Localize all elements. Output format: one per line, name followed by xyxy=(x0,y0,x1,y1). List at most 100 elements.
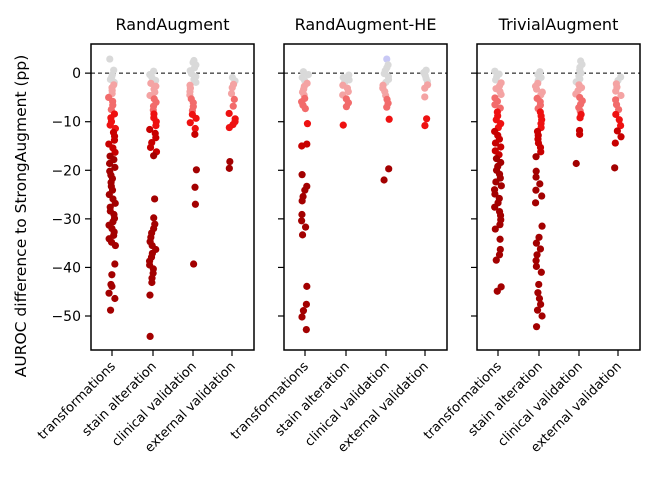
data-point xyxy=(497,90,505,99)
data-point xyxy=(572,159,580,168)
data-point xyxy=(191,200,200,208)
data-point xyxy=(535,280,543,289)
data-point xyxy=(228,84,236,92)
data-point xyxy=(532,85,541,93)
data-point xyxy=(492,178,500,186)
data-point xyxy=(301,186,309,194)
y-tick-label: 0 xyxy=(72,66,81,82)
series-transformations xyxy=(105,55,120,314)
data-point xyxy=(492,256,500,264)
data-point xyxy=(535,294,544,303)
series-clinical-validation xyxy=(572,57,586,168)
data-point xyxy=(491,190,499,198)
data-point xyxy=(616,122,625,130)
data-point xyxy=(230,95,238,103)
data-point xyxy=(613,127,621,135)
data-point xyxy=(531,199,540,207)
data-point xyxy=(612,110,620,119)
data-point xyxy=(421,122,429,130)
data-point xyxy=(538,312,546,320)
data-point xyxy=(106,121,114,129)
data-point xyxy=(534,289,542,297)
data-point xyxy=(532,323,541,331)
data-point xyxy=(192,166,200,174)
series-transformations xyxy=(490,67,505,295)
data-point xyxy=(615,116,623,124)
data-point xyxy=(298,197,306,205)
data-point xyxy=(146,143,155,152)
data-point xyxy=(423,115,431,123)
data-point xyxy=(106,306,115,314)
series-clinical-validation xyxy=(186,56,200,268)
data-point xyxy=(298,231,307,239)
data-point xyxy=(303,120,312,128)
data-point xyxy=(152,134,160,142)
data-point xyxy=(191,183,199,191)
data-point xyxy=(108,271,116,279)
data-point xyxy=(496,221,504,229)
plot-frame xyxy=(283,43,448,351)
data-point xyxy=(536,245,545,253)
panel-title: RandAugment-HE xyxy=(295,15,437,34)
series-external-validation xyxy=(225,73,239,172)
data-point xyxy=(497,182,505,190)
data-point xyxy=(106,55,114,63)
y-axis-label: AUROC difference to StrongAugment (pp) xyxy=(12,55,30,378)
data-point xyxy=(301,223,310,231)
data-point xyxy=(532,257,540,265)
data-point xyxy=(532,186,540,194)
data-point xyxy=(298,313,306,321)
data-point xyxy=(192,78,200,86)
y-tick-label: −30 xyxy=(51,212,81,228)
data-point xyxy=(110,136,119,144)
data-point xyxy=(491,203,499,211)
data-point xyxy=(493,287,501,295)
data-point xyxy=(380,176,388,184)
series-stain-alteration xyxy=(145,67,161,340)
series-stain-alteration xyxy=(531,68,546,331)
panels: RandAugment0−10−20−30−40−50transformatio… xyxy=(35,15,641,456)
series-external-validation xyxy=(611,73,625,172)
data-point xyxy=(532,167,540,175)
data-point xyxy=(576,114,584,122)
data-point xyxy=(298,142,306,150)
panel-title: TrivialAugment xyxy=(498,15,619,34)
data-point xyxy=(538,192,546,200)
data-point xyxy=(344,88,352,96)
series-stain-alteration xyxy=(339,71,353,129)
data-point xyxy=(146,125,154,134)
data-point xyxy=(105,159,114,168)
data-point xyxy=(535,233,543,241)
data-point xyxy=(298,217,306,225)
data-point xyxy=(421,84,429,92)
data-point xyxy=(533,306,542,314)
data-point xyxy=(111,260,119,268)
data-point xyxy=(151,195,159,203)
data-point xyxy=(383,103,391,111)
data-point xyxy=(225,164,233,172)
data-point xyxy=(190,260,198,268)
data-point xyxy=(186,119,194,127)
data-point xyxy=(191,124,199,133)
plot-frame xyxy=(90,43,255,351)
data-point xyxy=(226,157,234,166)
data-point xyxy=(192,114,200,122)
data-point xyxy=(105,289,113,297)
data-point xyxy=(150,214,158,222)
data-point xyxy=(385,165,393,173)
y-tick-label: −20 xyxy=(51,163,81,179)
y-tick-label: −40 xyxy=(51,260,81,276)
data-point xyxy=(495,251,504,259)
data-point xyxy=(146,291,154,299)
series-clinical-validation xyxy=(379,55,393,184)
data-point xyxy=(299,307,308,315)
y-tick-label: −50 xyxy=(51,309,81,325)
data-point xyxy=(537,300,545,308)
data-point xyxy=(111,199,119,207)
data-point xyxy=(301,105,309,113)
plot-frame xyxy=(476,43,641,351)
data-point xyxy=(611,164,619,172)
data-point xyxy=(302,300,310,308)
